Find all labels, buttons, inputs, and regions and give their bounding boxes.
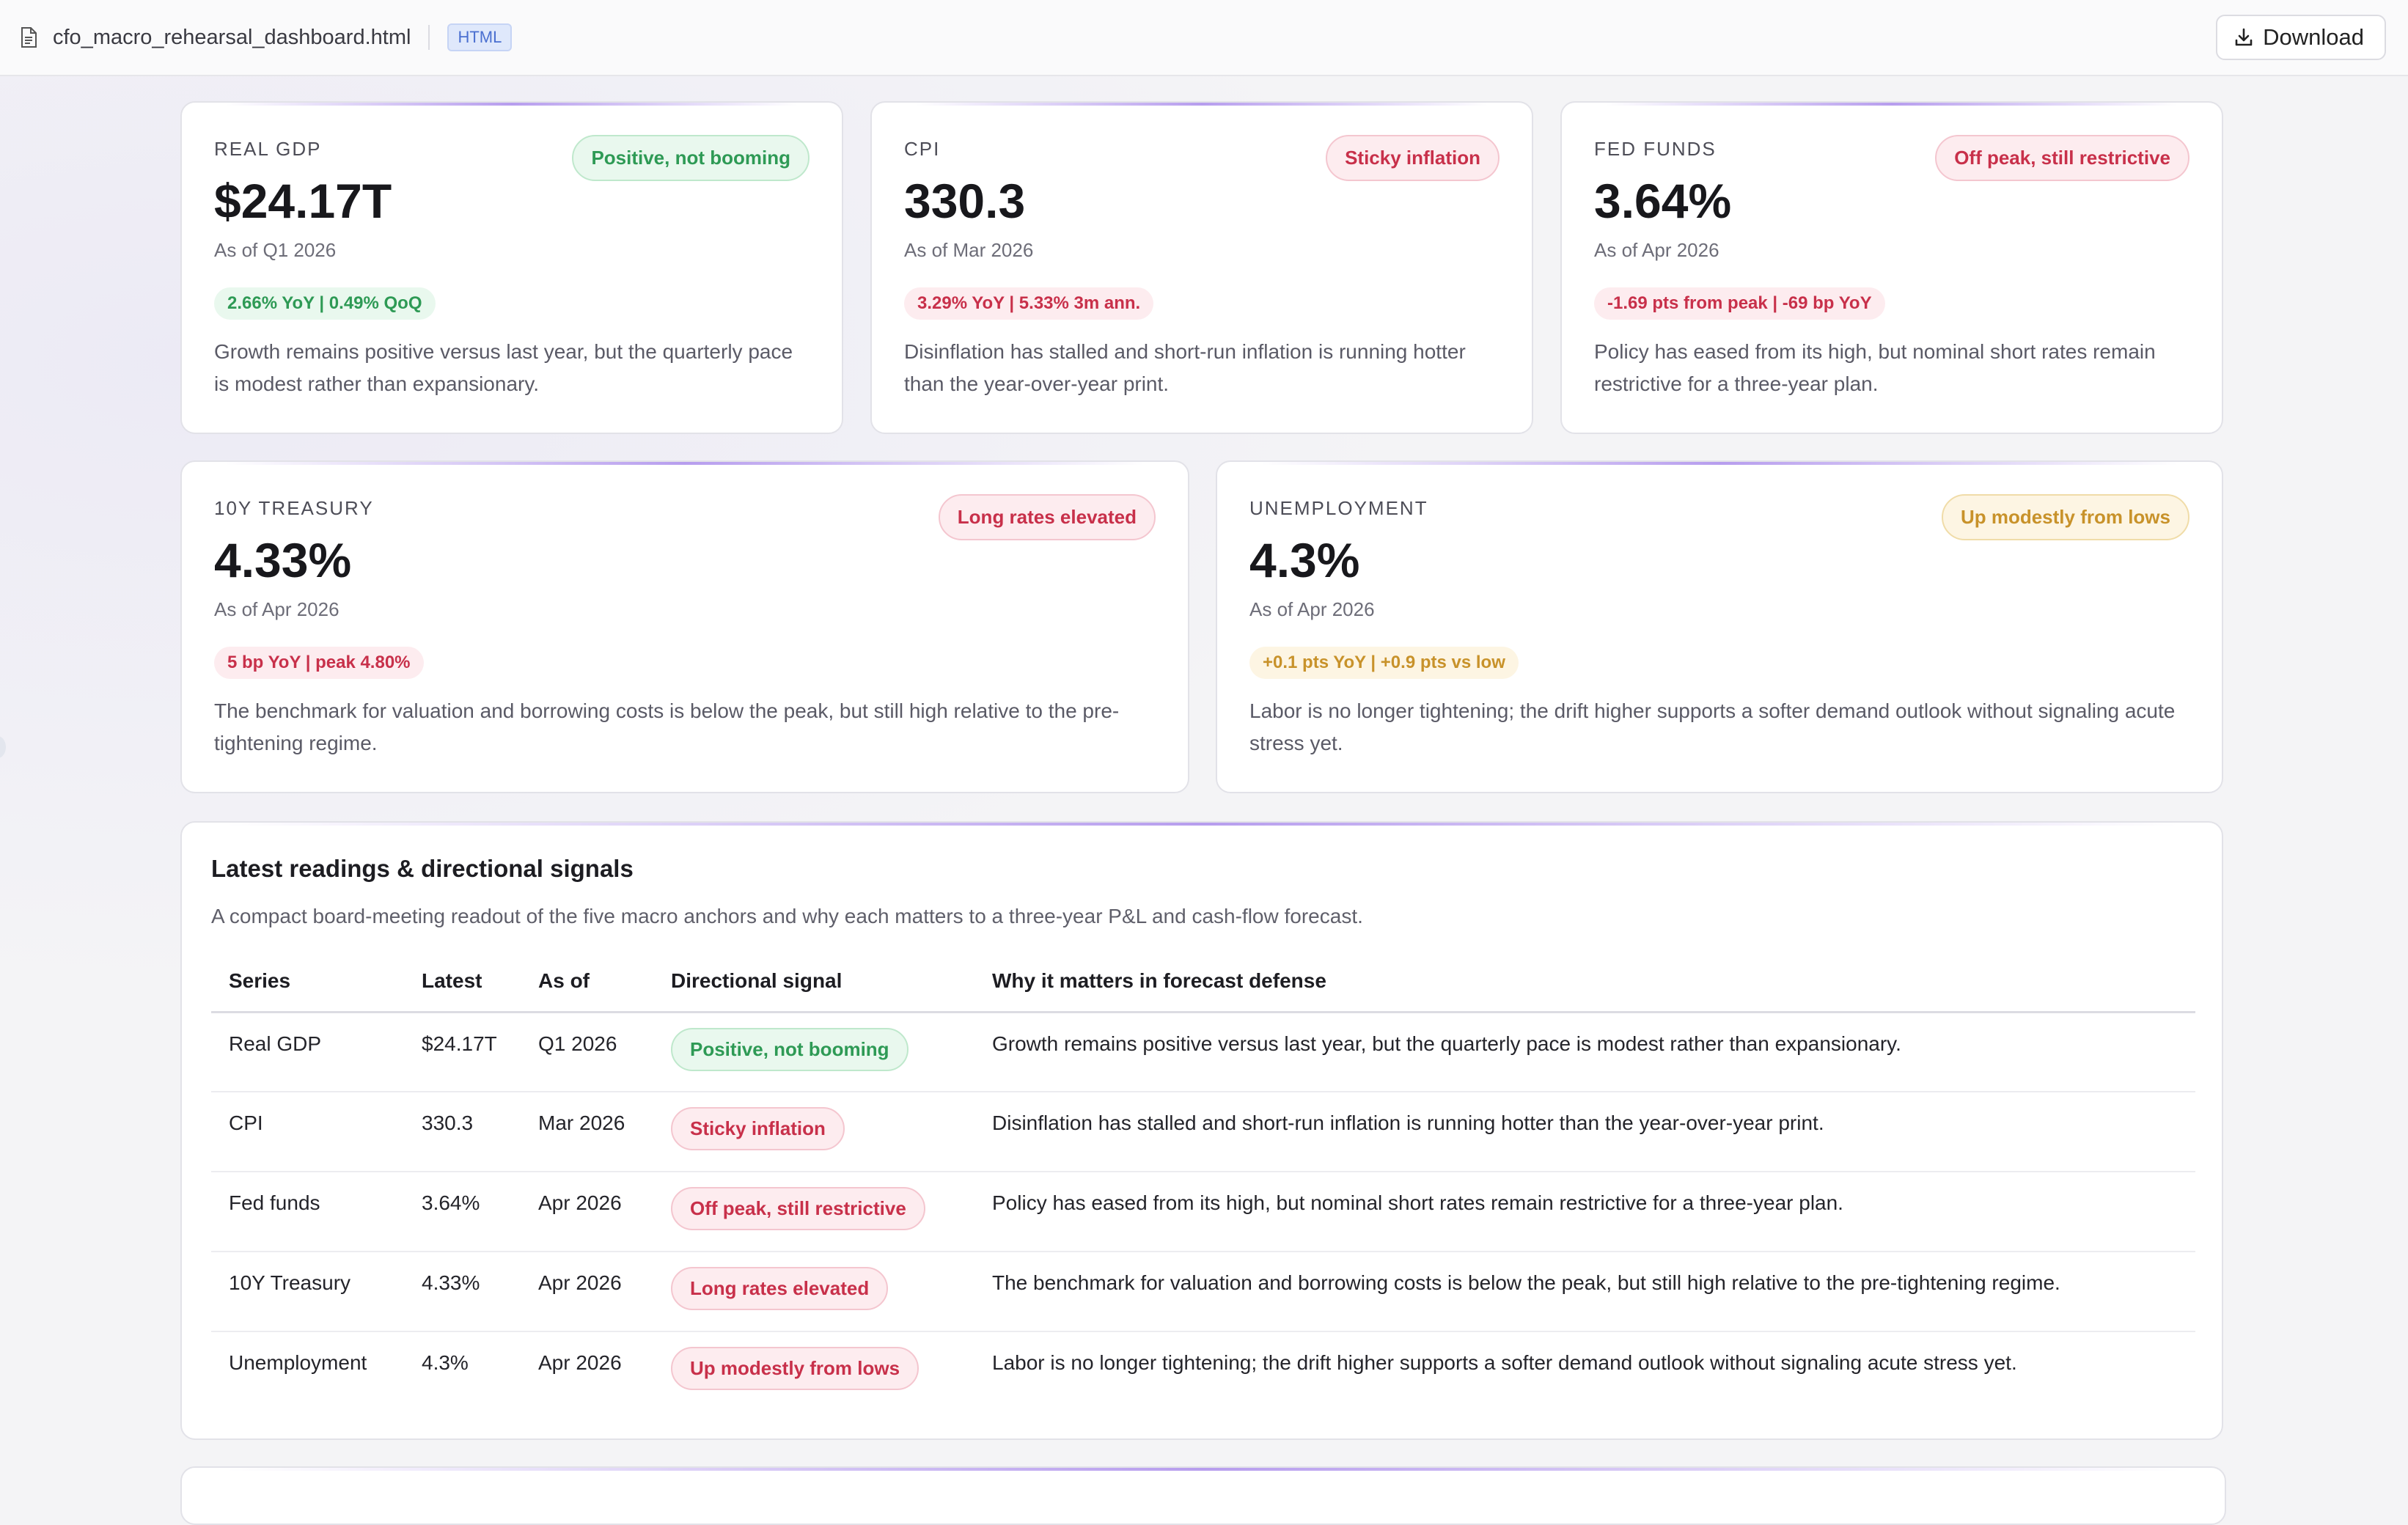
kpi-card-fed-funds: FED FUNDS Off peak, still restrictive 3.… [1560, 101, 2223, 434]
kpi-value: 330.3 [904, 174, 1026, 228]
column-header: Why it matters in forecast defense [974, 952, 2195, 1013]
kpi-description: Policy has eased from its high, but nomi… [1594, 340, 2156, 395]
cell-series: Unemployment [229, 1351, 367, 1374]
signal-badge: Up modestly from lows [1941, 494, 2189, 540]
readings-card: Latest readings & directional signals A … [180, 821, 2223, 1440]
signal-badge: Up modestly from lows [671, 1347, 919, 1390]
file-header-bar: cfo_macro_rehearsal_dashboard.html HTML … [0, 0, 2408, 76]
cell-series: Fed funds [211, 1172, 404, 1252]
file-type-badge: HTML [447, 23, 513, 51]
signal-badge: Sticky inflation [671, 1107, 845, 1150]
kpi-card-cpi: CPI Sticky inflation 330.3 As of Mar 202… [870, 101, 1533, 434]
kpi-value: $24.17T [214, 174, 392, 228]
file-icon [21, 27, 37, 48]
kpi-description: Labor is no longer tightening; the drift… [1249, 699, 2176, 754]
kpi-card-unemployment: UNEMPLOYMENT Up modestly from lows 4.3% … [1216, 460, 2223, 793]
cell-signal: Long rates elevated [653, 1252, 974, 1332]
scroll-edge-handle[interactable] [0, 736, 6, 758]
cell-why: Disinflation has stalled and short-run i… [974, 1092, 2195, 1172]
kpi-value: 4.33% [214, 533, 352, 587]
kpi-as-of: As of Apr 2026 [1249, 598, 1375, 620]
cell-why: The benchmark for valuation and borrowin… [974, 1252, 2195, 1332]
table-row: CPI 330.3 Mar 2026 Sticky inflation Disi… [211, 1092, 2195, 1172]
cell-series: 10Y Treasury [211, 1252, 404, 1332]
column-header: Directional signal [653, 952, 974, 1013]
cell-signal: Positive, not booming [653, 1012, 974, 1092]
column-header: As of [521, 952, 653, 1013]
file-name: cfo_macro_rehearsal_dashboard.html [53, 25, 411, 49]
cell-why: Labor is no longer tightening; the drift… [992, 1351, 2017, 1374]
download-button[interactable]: Download [2216, 15, 2386, 60]
kpi-label: REAL GDP [214, 138, 322, 160]
section-subtitle: A compact board-meeting readout of the f… [211, 905, 1363, 927]
cell-latest: 4.33% [404, 1252, 521, 1332]
kpi-description: The benchmark for valuation and borrowin… [214, 699, 1120, 754]
signal-badge: Positive, not booming [572, 135, 810, 181]
cell-latest: 330.3 [404, 1092, 521, 1172]
cell-why: Growth remains positive versus last year… [974, 1012, 2195, 1092]
cell-series: Real GDP [211, 1012, 404, 1092]
cell-signal: Sticky inflation [653, 1092, 974, 1172]
cell-signal: Up modestly from lows [653, 1331, 974, 1411]
kpi-label: FED FUNDS [1594, 138, 1717, 160]
table-header-row: Series Latest As of Directional signal W… [211, 952, 2195, 1013]
next-section-card [180, 1466, 2226, 1525]
cell-why: Policy has eased from its high, but nomi… [974, 1172, 2195, 1252]
signal-badge: Sticky inflation [1326, 135, 1500, 181]
download-icon [2233, 27, 2254, 48]
kpi-as-of: As of Mar 2026 [904, 239, 1034, 261]
cell-as-of: Apr 2026 [521, 1252, 653, 1332]
table-row: Fed funds 3.64% Apr 2026 Off peak, still… [211, 1172, 2195, 1252]
kpi-label: CPI [904, 138, 941, 160]
kpi-delta-badge: +0.1 pts YoY | +0.9 pts vs low [1249, 647, 1519, 679]
cell-as-of: Mar 2026 [521, 1092, 653, 1172]
table-row: 10Y Treasury 4.33% Apr 2026 Long rates e… [211, 1252, 2195, 1332]
kpi-card-real-gdp: REAL GDP Positive, not booming $24.17T A… [180, 101, 843, 434]
kpi-delta-badge: 2.66% YoY | 0.49% QoQ [214, 287, 436, 320]
cell-as-of: Apr 2026 [538, 1351, 622, 1374]
column-header: Latest [404, 952, 521, 1013]
kpi-as-of: As of Q1 2026 [214, 239, 337, 261]
kpi-as-of: As of Apr 2026 [214, 598, 339, 620]
header-divider [428, 25, 430, 50]
signal-badge: Off peak, still restrictive [1935, 135, 2189, 181]
table-row: Real GDP $24.17T Q1 2026 Positive, not b… [211, 1012, 2195, 1092]
kpi-card-10y-treasury: 10Y TREASURY Long rates elevated 4.33% A… [180, 460, 1189, 793]
download-label: Download [2263, 24, 2364, 50]
kpi-value: 3.64% [1594, 174, 1732, 228]
kpi-delta-badge: 3.29% YoY | 5.33% 3m ann. [904, 287, 1154, 320]
signal-badge: Long rates elevated [938, 494, 1156, 540]
kpi-description: Disinflation has stalled and short-run i… [904, 340, 1466, 395]
kpi-delta-badge: 5 bp YoY | peak 4.80% [214, 647, 424, 679]
kpi-delta-badge: -1.69 pts from peak | -69 bp YoY [1594, 287, 1885, 320]
cell-as-of: Apr 2026 [521, 1172, 653, 1252]
column-header: Series [211, 952, 404, 1013]
readings-table: Series Latest As of Directional signal W… [211, 952, 2195, 1411]
section-title: Latest readings & directional signals [211, 855, 634, 882]
cell-series: CPI [211, 1092, 404, 1172]
signal-badge: Long rates elevated [671, 1267, 889, 1310]
cell-latest: $24.17T [404, 1012, 521, 1092]
cell-latest: 4.3% [422, 1351, 469, 1374]
table-row: Unemployment 4.3% Apr 2026 Up modestly f… [211, 1331, 2195, 1411]
cell-latest: 3.64% [404, 1172, 521, 1252]
cell-as-of: Q1 2026 [521, 1012, 653, 1092]
cell-signal: Off peak, still restrictive [653, 1172, 974, 1252]
kpi-as-of: As of Apr 2026 [1594, 239, 1719, 261]
kpi-label: 10Y TREASURY [214, 497, 374, 519]
signal-badge: Off peak, still restrictive [671, 1187, 925, 1230]
kpi-value: 4.3% [1249, 533, 1360, 587]
kpi-label: UNEMPLOYMENT [1249, 497, 1428, 519]
signal-badge: Positive, not booming [671, 1027, 908, 1071]
kpi-description: Growth remains positive versus last year… [214, 340, 793, 395]
